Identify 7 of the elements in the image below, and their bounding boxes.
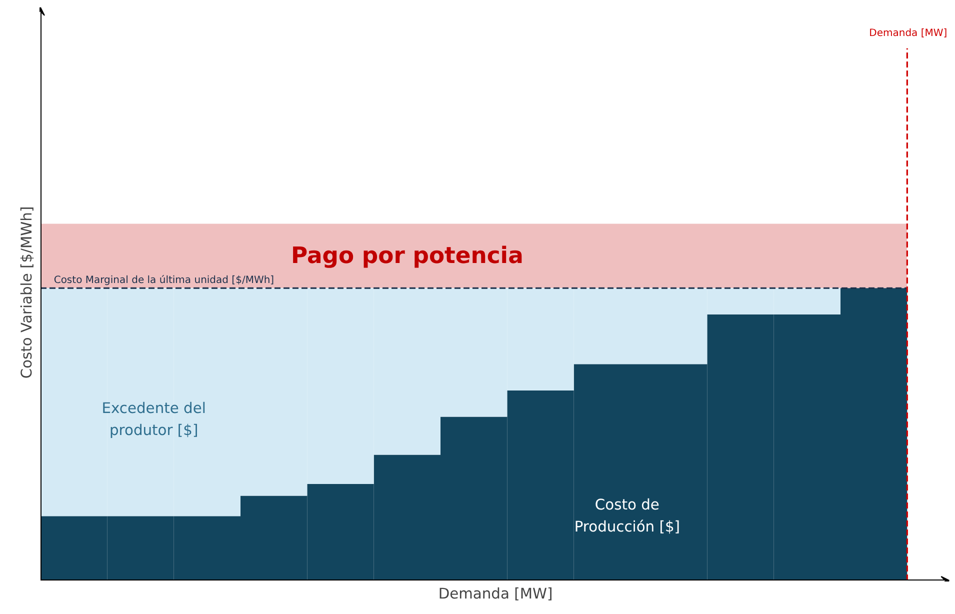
band-label: Pago por potencia [290, 242, 524, 269]
y-axis-title: Costo Variable [$/MWh] [18, 206, 36, 379]
annotation: Costo de Producción [$] [574, 496, 680, 536]
x-axis-title: Demanda [MW] [438, 586, 553, 602]
annotation: Excedente del produtor [$] [102, 400, 206, 440]
text: Demanda [MW] [869, 28, 948, 40]
ref-line-label: Costo Marginal de la última unidad [$/MWh] [54, 275, 274, 286]
